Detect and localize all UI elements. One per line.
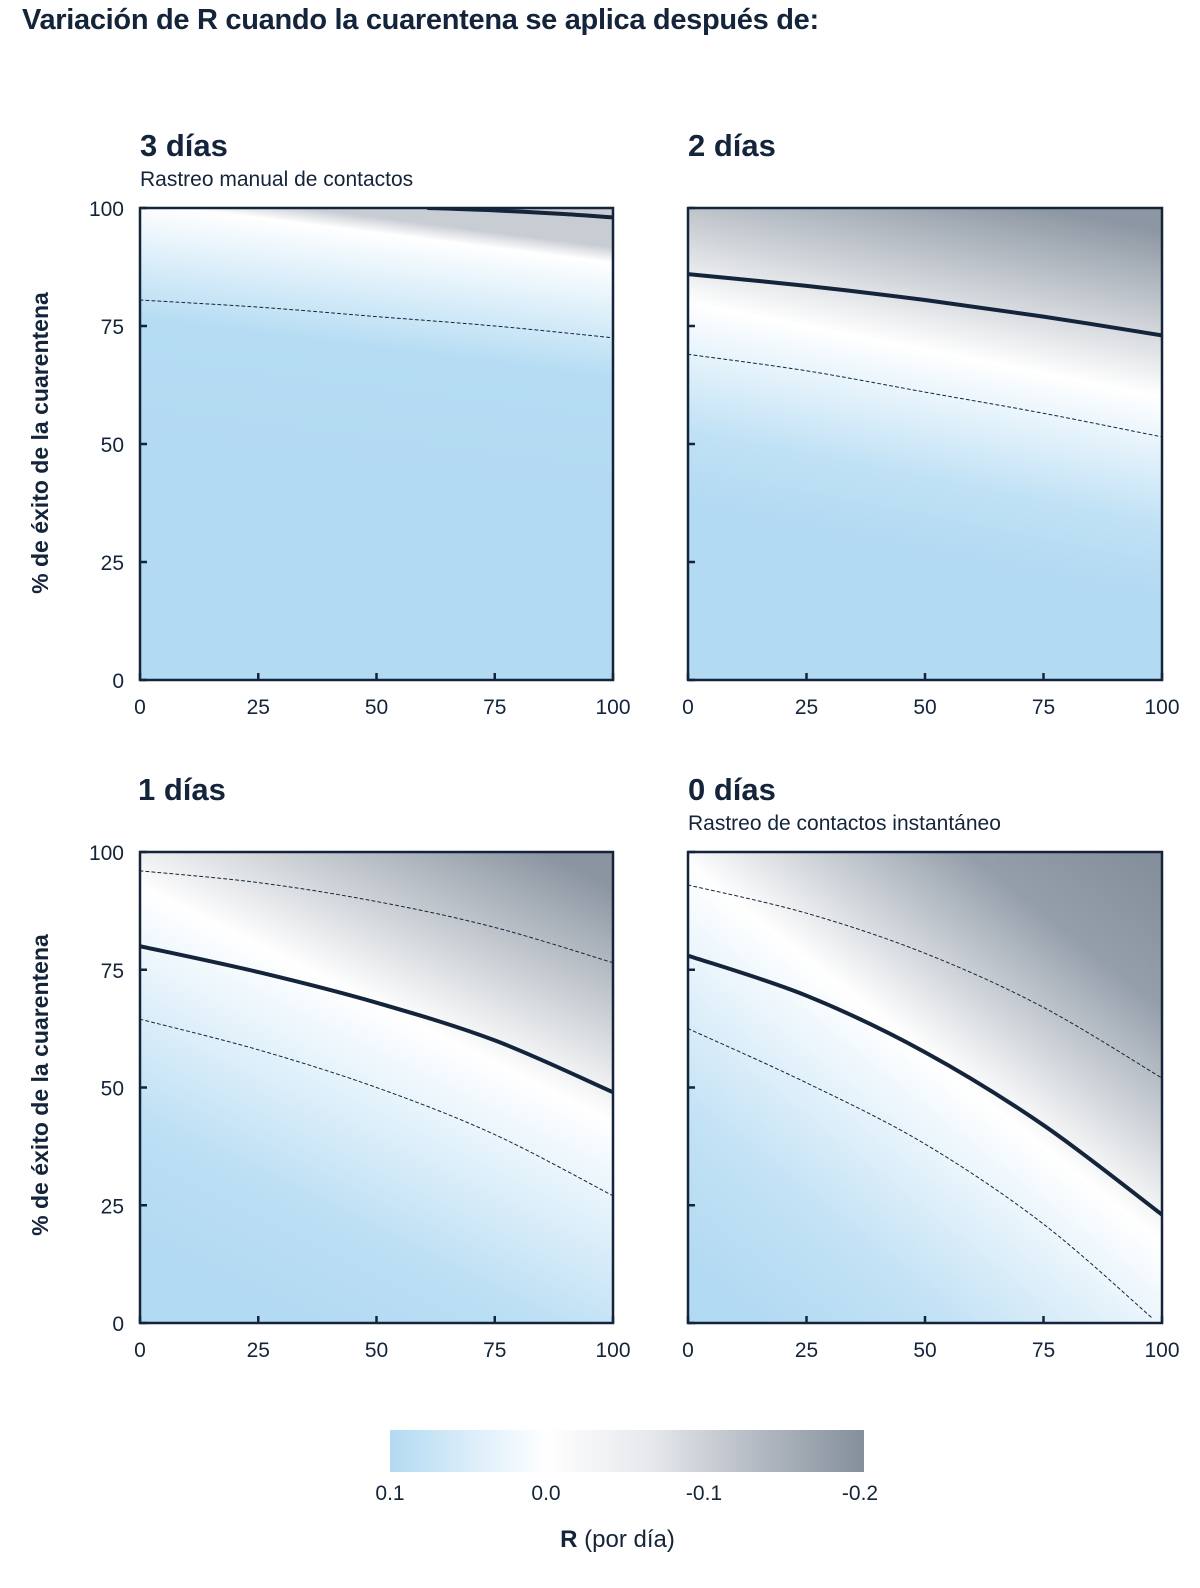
contour-dashed <box>140 870 613 964</box>
x-tick-label: 0 <box>134 696 146 719</box>
colorbar <box>390 1430 864 1472</box>
y-tick-label: 75 <box>101 316 124 339</box>
y-tick-label: 0 <box>112 1313 124 1336</box>
contour-dashed <box>688 884 1162 1079</box>
panel-1: 0 25 50 75 100 0 25 50 75 100 <box>89 198 631 719</box>
panel-1-title: 3 días <box>140 128 228 163</box>
y-tick-label: 25 <box>101 552 124 575</box>
chart-title: Variación de R cuando la cuarentena se a… <box>22 4 819 36</box>
contour-lines <box>688 272 1162 438</box>
contour-lines <box>688 884 1162 1319</box>
x-tick-label: 0 <box>682 696 694 719</box>
y-tick-label: 25 <box>101 1195 124 1218</box>
panel-2-title: 2 días <box>688 128 776 163</box>
colorbar-tick: 0.1 <box>375 1482 405 1505</box>
x-tick-label: 100 <box>595 1339 630 1362</box>
x-tick-label: 25 <box>795 1339 818 1362</box>
x-tick-label: 25 <box>247 1339 270 1362</box>
contour-dashed <box>140 299 613 339</box>
x-tick-label: 25 <box>247 696 270 719</box>
y-tick-label: 100 <box>89 198 124 221</box>
y-tick-label: 50 <box>101 434 124 457</box>
colorbar-tick: -0.1 <box>685 1482 723 1505</box>
contour-dashed <box>688 353 1162 438</box>
panel-4-title: 0 días <box>688 772 776 807</box>
x-tick-label: 100 <box>1144 696 1179 719</box>
x-tick-label: 100 <box>595 696 630 719</box>
x-tick-label: 75 <box>483 1339 506 1362</box>
contour-dashed <box>688 1028 1153 1319</box>
contour-lines <box>140 870 613 1197</box>
colorbar-tick: -0.2 <box>841 1482 879 1505</box>
y-tick-label: 100 <box>89 842 124 865</box>
x-tick-label: 50 <box>365 696 388 719</box>
heatmap-surface <box>140 208 613 680</box>
colorbar-tick: 0.0 <box>531 1482 561 1505</box>
y-tick-label: 0 <box>112 670 124 693</box>
x-tick-label: 25 <box>795 696 818 719</box>
colorbar-title-symbol: R <box>560 1526 578 1553</box>
x-tick-label: 75 <box>1032 1339 1055 1362</box>
x-tick-label: 50 <box>913 696 936 719</box>
colorbar-title-unit: (por día) <box>577 1526 675 1553</box>
x-tick-label: 50 <box>913 1339 936 1362</box>
y-tick-label: 50 <box>101 1078 124 1101</box>
x-tick-label: 75 <box>483 696 506 719</box>
x-tick-label: 0 <box>682 1339 694 1362</box>
panel-2: 0 25 50 75 100 <box>682 206 1180 719</box>
colorbar-title: R (por día) <box>0 1526 1200 1554</box>
contour-r-zero <box>688 953 1162 1217</box>
panel-3: 0 25 50 75 100 0 25 50 75 100 <box>89 842 631 1362</box>
x-tick-label: 100 <box>1144 1339 1179 1362</box>
x-tick-label: 75 <box>1032 696 1055 719</box>
heatmap-surface <box>688 208 1162 680</box>
panel-1-subtitle: Rastreo manual de contactos <box>140 168 414 191</box>
contour-r-zero <box>688 272 1162 338</box>
x-tick-label: 50 <box>365 1339 388 1362</box>
contour-r-zero <box>140 944 613 1095</box>
panel-4-subtitle: Rastreo de contactos instantáneo <box>688 812 1001 835</box>
contour-dashed <box>140 1018 613 1197</box>
x-tick-label: 0 <box>134 1339 146 1362</box>
y-tick-label: 75 <box>101 960 124 983</box>
heatmap-surface <box>688 852 1162 1323</box>
panel-4: 0 25 50 75 100 <box>682 850 1180 1362</box>
heatmap-panels: 0 25 50 75 100 0 25 50 75 100 0 25 50 75 100 0 25 50 75 100… <box>89 198 1180 1362</box>
panel-3-title: 1 días <box>138 772 226 807</box>
